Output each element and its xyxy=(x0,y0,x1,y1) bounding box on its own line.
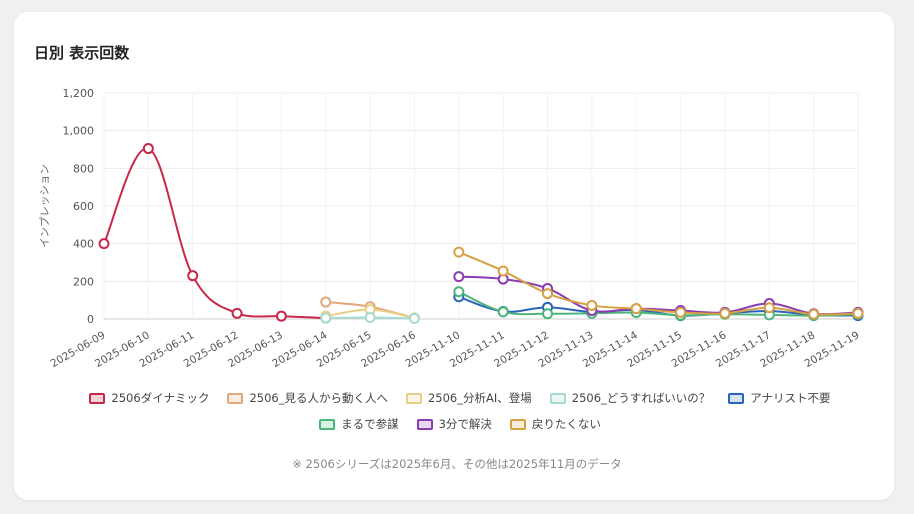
data-point xyxy=(320,312,332,324)
data-point xyxy=(630,303,642,315)
y-tick-label: 1,200 xyxy=(63,87,95,100)
legend-item[interactable]: 3分で解決 xyxy=(416,416,492,432)
legend-swatch xyxy=(405,392,422,404)
data-point xyxy=(675,306,687,318)
data-point xyxy=(453,286,465,298)
legend-label: 戻りたくない xyxy=(531,417,601,431)
legend-label: 2506ダイナミック xyxy=(111,391,210,405)
legend-swatch xyxy=(509,418,526,430)
series-line xyxy=(458,275,859,316)
data-point xyxy=(497,306,509,318)
legend-swatch xyxy=(416,418,433,430)
legend-item[interactable]: アナリスト不要 xyxy=(728,390,831,406)
legend-swatch xyxy=(319,418,336,430)
series-line xyxy=(458,295,859,317)
data-point xyxy=(275,310,287,322)
legend-label: 3分で解決 xyxy=(438,417,492,431)
legend-item[interactable]: 戻りたくない xyxy=(509,416,601,432)
y-tick-label: 200 xyxy=(73,275,94,288)
chart-title: 日別 表示回数 xyxy=(34,44,130,62)
data-point xyxy=(98,238,110,250)
legend-item[interactable]: 2506_見る人から動く人へ xyxy=(227,390,388,406)
footnote: ※ 2506シリーズは2025年6月、その他は2025年11月のデータ xyxy=(292,457,622,471)
data-point xyxy=(586,299,598,311)
data-point xyxy=(142,143,154,155)
data-point xyxy=(453,246,465,258)
data-point xyxy=(542,308,554,320)
legend-label: 2506_分析AI、登場 xyxy=(427,391,532,405)
data-point xyxy=(808,308,820,320)
legend-label: 2506_見る人から動く人へ xyxy=(249,391,388,405)
legend-item[interactable]: 2506_分析AI、登場 xyxy=(405,390,532,406)
y-tick-label: 1,000 xyxy=(63,125,95,138)
y-axis-title: インプレッション xyxy=(39,164,51,248)
series-line xyxy=(458,290,859,317)
y-tick-label: 0 xyxy=(87,313,94,326)
legend-swatch xyxy=(227,392,244,404)
legend-label: 2506_どうすればいいの？ xyxy=(571,391,711,405)
legend-label: アナリスト不要 xyxy=(750,391,831,405)
data-point xyxy=(453,271,465,283)
y-tick-label: 400 xyxy=(73,238,94,251)
legend-swatch xyxy=(89,392,106,404)
data-point xyxy=(542,288,554,300)
data-point xyxy=(408,312,420,324)
data-point xyxy=(187,270,199,282)
data-point xyxy=(231,307,243,319)
legend-label: まるで参謀 xyxy=(341,417,399,431)
data-point xyxy=(719,307,731,319)
legend-item[interactable]: 2506_どうすればいいの？ xyxy=(549,390,711,406)
legend-item[interactable]: まるで参謀 xyxy=(319,416,399,432)
y-tick-label: 800 xyxy=(73,162,94,175)
data-point xyxy=(364,311,376,323)
legend-row-2: まるで参謀 3分で解決 戻りたくない xyxy=(40,416,880,432)
data-point xyxy=(852,307,864,319)
data-point xyxy=(763,302,775,314)
data-point xyxy=(497,265,509,277)
legend-swatch xyxy=(549,392,566,404)
series-line xyxy=(458,251,859,316)
legend-swatch xyxy=(728,392,745,404)
series-line xyxy=(103,147,326,320)
legend-row-1: 2506ダイナミック 2506_見る人から動く人へ 2506_分析AI、登場 2506… xyxy=(40,390,880,406)
y-tick-label: 600 xyxy=(73,200,94,213)
data-point xyxy=(320,296,332,308)
legend-item[interactable]: 2506ダイナミック xyxy=(89,390,209,406)
